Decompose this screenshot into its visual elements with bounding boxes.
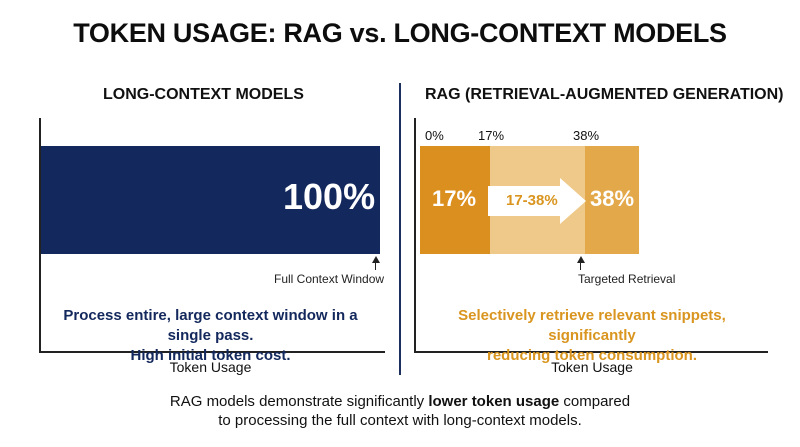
right-y-axis	[414, 118, 416, 353]
left-x-axis-title: Token Usage	[169, 359, 252, 375]
footer-line2: to processing the full context with long…	[218, 412, 582, 429]
full-context-marker-arrow-icon	[372, 256, 380, 263]
rag-segment-38-label: 38%	[590, 186, 635, 211]
tick-label-0: 0%	[425, 128, 444, 143]
full-context-marker-label: Full Context Window	[274, 272, 385, 286]
rag-segment-17-38-label: 17-38%	[506, 192, 558, 209]
left-x-axis	[39, 351, 385, 353]
footer-summary: RAG models demonstrate significantly low…	[0, 392, 800, 430]
full-context-marker-line	[375, 262, 376, 270]
tick-label-17: 17%	[478, 128, 505, 143]
rag-segment-0-17-label: 17%	[432, 186, 477, 211]
range-arrow-icon	[488, 178, 586, 224]
left-description-line2: High initial token cost.	[130, 347, 291, 364]
footer-line1: RAG models demonstrate significantly low…	[0, 392, 800, 411]
footer-bold: lower token usage	[428, 393, 560, 410]
footer-pre: RAG models demonstrate significantly	[169, 393, 429, 410]
targeted-retrieval-marker-label: Targeted Retrieval	[578, 272, 676, 286]
left-y-axis	[39, 118, 41, 353]
targeted-retrieval-marker-line	[580, 262, 581, 270]
chart-title: TOKEN USAGE: RAG vs. LONG-CONTEXT MODELS	[73, 18, 727, 48]
right-x-axis-title: Token Usage	[551, 359, 633, 375]
footer-post: compared	[559, 393, 631, 410]
right-x-axis	[414, 351, 768, 353]
full-context-bar	[41, 146, 380, 254]
left-panel-title: LONG-CONTEXT MODELS	[103, 86, 304, 103]
rag-segment-0-17	[420, 146, 490, 254]
panel-divider	[399, 83, 401, 375]
right-description-line1: Selectively retrieve relevant snippets, …	[458, 307, 726, 344]
right-description-line2: reducing token consumption.	[486, 347, 697, 364]
targeted-retrieval-marker-arrow-icon	[577, 256, 585, 263]
left-description: Process entire, large context window in …	[41, 306, 380, 366]
tick-label-38: 38%	[573, 128, 600, 143]
right-description: Selectively retrieve relevant snippets, …	[416, 306, 768, 366]
left-description-line1: Process entire, large context window in …	[63, 307, 358, 344]
rag-segment-38	[585, 146, 639, 254]
full-context-bar-label: 100%	[283, 176, 376, 217]
right-panel-title: RAG (RETRIEVAL-AUGMENTED GENERATION)	[425, 86, 784, 103]
